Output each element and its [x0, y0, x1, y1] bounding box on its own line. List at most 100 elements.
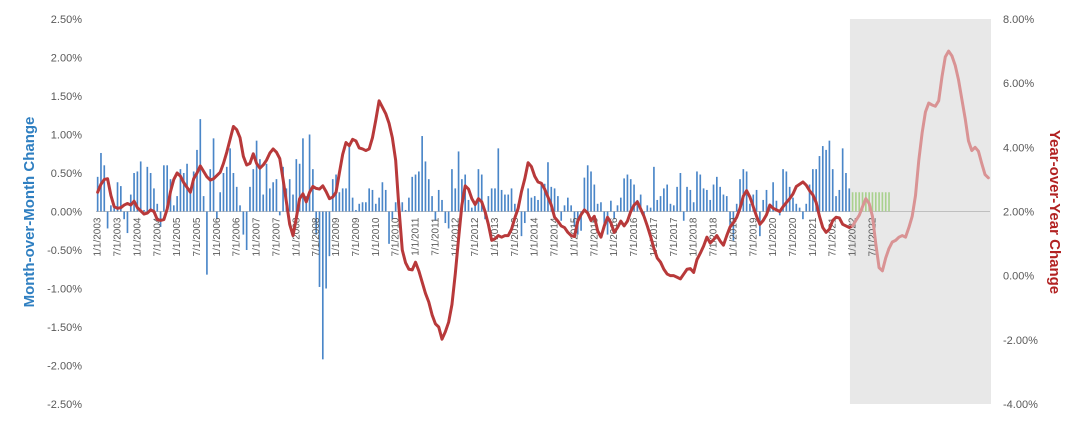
mom-bar [239, 205, 241, 212]
mom-bar [120, 186, 122, 212]
mom-bar [295, 159, 298, 212]
mom-bar [527, 188, 529, 212]
mom-bar [672, 205, 675, 212]
mom-bar [507, 194, 510, 212]
mom-bar [553, 188, 556, 212]
mom-bar [725, 196, 728, 212]
mom-bar [163, 165, 165, 212]
x-tick-label: 1/1/2020 [768, 217, 779, 256]
mom-bar [116, 182, 119, 212]
x-tick-label: 7/1/2015 [589, 217, 600, 256]
x-tick-label: 1/1/2003 [93, 217, 104, 256]
mom-bar [722, 194, 725, 212]
mom-bar [669, 203, 672, 212]
mom-bar [457, 151, 460, 212]
right-tick-label: 4.00% [1003, 142, 1034, 154]
x-tick-label: 1/1/2009 [331, 217, 342, 256]
mom-bar [550, 186, 553, 212]
mom-bar [242, 211, 245, 235]
mom-bar [355, 209, 357, 212]
mom-bar [338, 192, 341, 212]
left-tick-label: 2.00% [51, 53, 82, 65]
mom-bar [202, 196, 205, 212]
mom-bar [626, 174, 629, 212]
mom-bar [606, 211, 609, 235]
mom-bar [682, 211, 685, 221]
x-tick-label: 1/1/2008 [291, 217, 302, 256]
mom-bar [666, 184, 668, 212]
left-tick-label: 0.00% [51, 207, 82, 219]
mom-bar [881, 192, 884, 212]
mom-bar [749, 203, 751, 212]
mom-bar [384, 189, 387, 212]
mom-bar [229, 148, 231, 212]
mom-bar [441, 199, 443, 212]
mom-bar [474, 202, 476, 212]
mom-bar [580, 211, 582, 231]
mom-bar [272, 182, 274, 212]
left-tick-label: -0.50% [47, 245, 82, 257]
mom-bar [729, 211, 731, 231]
mom-bar [845, 173, 847, 212]
mom-bar [583, 177, 586, 212]
x-tick-label: 7/1/2009 [351, 217, 362, 256]
mom-bar [742, 169, 745, 212]
left-tick-label: 0.50% [51, 168, 82, 180]
mom-bar [110, 205, 112, 212]
mom-bar [212, 138, 215, 212]
mom-bar [192, 171, 195, 212]
mom-bar [365, 202, 367, 212]
mom-bar [351, 197, 354, 212]
mom-bar [567, 197, 569, 212]
mom-bar [706, 189, 708, 212]
mom-bar [494, 188, 496, 212]
mom-bar [219, 192, 221, 212]
mom-bar [831, 169, 834, 212]
mom-bar [394, 202, 397, 212]
mom-bar [172, 205, 175, 212]
mom-bar [245, 211, 248, 250]
x-tick-label: 7/1/2017 [669, 217, 680, 256]
x-tick-label: 7/1/2021 [828, 217, 839, 256]
mom-bar [302, 138, 304, 212]
mom-bar [557, 196, 559, 212]
mom-bar [616, 205, 619, 212]
left-tick-label: 1.50% [51, 91, 82, 103]
mom-bar [808, 184, 811, 212]
mom-bar [815, 169, 817, 212]
mom-bar [596, 203, 599, 212]
mom-bar [871, 192, 874, 212]
mom-bar [772, 182, 774, 212]
mom-bar [126, 211, 129, 234]
mom-bar [821, 146, 824, 212]
mom-bar [176, 196, 178, 212]
mom-bar [388, 211, 390, 244]
mom-bar [490, 188, 493, 212]
mom-bar [444, 211, 447, 224]
mom-bar [835, 196, 837, 212]
mom-bar [778, 211, 781, 216]
mom-bar [143, 209, 145, 212]
mom-bar [825, 149, 827, 212]
mom-bar [225, 166, 228, 212]
mom-bar [497, 148, 500, 212]
mom-bar [149, 173, 152, 212]
mom-bar [477, 169, 480, 212]
mom-bar [629, 179, 632, 212]
mom-bar [636, 199, 639, 212]
mom-bar [686, 186, 688, 212]
left-tick-label: 1.00% [51, 130, 82, 142]
mom-bar [305, 196, 308, 212]
mom-bar [649, 207, 652, 212]
mom-bar [841, 148, 844, 212]
x-tick-label: 7/1/2010 [391, 217, 402, 256]
mom-bar [146, 166, 149, 212]
mom-bar [848, 188, 851, 212]
mom-bar [679, 173, 682, 212]
mom-bar [523, 211, 526, 224]
mom-bar [765, 189, 768, 212]
right-tick-label: 0.00% [1003, 271, 1034, 283]
mom-bar [222, 173, 225, 212]
mom-bar [139, 161, 142, 212]
